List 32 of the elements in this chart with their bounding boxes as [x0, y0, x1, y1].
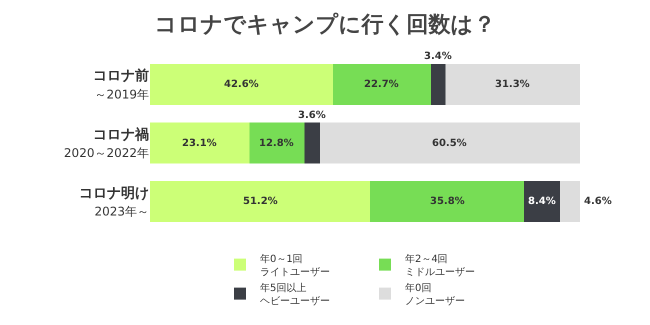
data-label: 3.6%	[298, 110, 326, 121]
data-label: 3.4%	[424, 51, 452, 62]
data-label: 8.4%	[528, 196, 556, 207]
bar	[304, 122, 320, 164]
bar	[560, 181, 580, 222]
data-label: 23.1%	[182, 138, 217, 149]
bar	[445, 64, 580, 105]
legend-label: 年0～1回ライトユーザー	[260, 252, 330, 278]
bar	[150, 181, 370, 222]
bar	[249, 122, 304, 164]
bar	[150, 122, 250, 164]
bar	[320, 122, 580, 164]
legend-label: 年2～4回ミドルユーザー	[405, 252, 475, 278]
bar	[370, 181, 524, 222]
legend-label: 年5回以上ヘビーユーザー	[260, 282, 330, 307]
bar	[150, 64, 334, 105]
y-tick-label: コロナ明け2023年～	[79, 185, 149, 219]
data-label: 51.2%	[243, 196, 278, 207]
y-tick-label: コロナ前～2019年	[93, 68, 149, 102]
legend-label: 年0回ノンユーザー	[405, 282, 465, 307]
data-label: 42.6%	[224, 79, 259, 90]
bar	[430, 64, 446, 105]
data-label: 4.6%	[584, 196, 612, 207]
bar	[333, 64, 431, 105]
data-label: 31.3%	[495, 79, 530, 90]
data-label: 35.8%	[430, 196, 465, 207]
bar	[524, 181, 560, 222]
chart-title: コロナでキャンプに行く回数は？	[154, 12, 496, 38]
y-tick-label: コロナ禍2020～2022年	[64, 126, 149, 160]
data-label: 12.8%	[259, 138, 294, 149]
data-label: 60.5%	[432, 138, 467, 149]
data-label: 22.7%	[364, 79, 399, 90]
